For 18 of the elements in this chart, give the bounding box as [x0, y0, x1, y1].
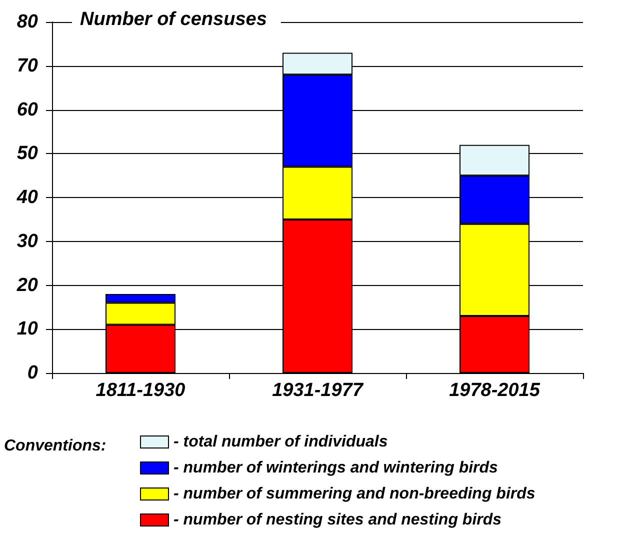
legend-label: - total number of individuals: [174, 434, 388, 450]
legend-label: - number of winterings and wintering birds: [174, 460, 498, 476]
legend-title: Conventions:: [4, 438, 106, 454]
y-tick-label: 10: [16, 318, 38, 340]
y-tick-label: 80: [16, 12, 38, 32]
y-tick-label: 50: [16, 143, 38, 164]
x-tick-label: 1931-1977: [272, 380, 364, 401]
legend-label: - number of summering and non-breeding birds: [174, 486, 536, 502]
y-tick-label: 20: [16, 274, 38, 296]
y-tick-label: 0: [27, 362, 38, 384]
legend-label: - number of nesting sites and nesting birds: [174, 512, 502, 528]
y-tick-label: 70: [16, 55, 38, 76]
y-tick-label: 60: [16, 99, 38, 120]
y-tick-label: 30: [16, 230, 38, 252]
x-tick-label: 1978-2015: [449, 380, 540, 401]
x-tick-label: 1811-1930: [96, 380, 186, 401]
y-tick-label: 40: [16, 187, 38, 208]
y-axis-title: Number of censuses: [80, 9, 267, 30]
